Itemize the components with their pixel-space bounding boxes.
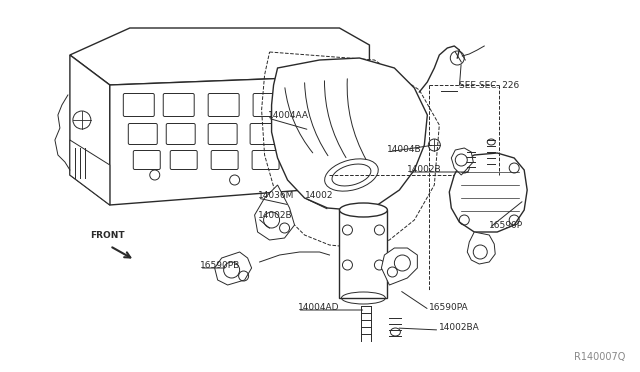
Ellipse shape [324,159,378,191]
FancyBboxPatch shape [250,124,279,144]
Text: 14002B: 14002B [257,211,292,220]
Polygon shape [110,75,369,205]
Polygon shape [451,148,473,175]
Polygon shape [449,153,527,232]
Polygon shape [255,185,294,240]
Text: SEE SEC. 226: SEE SEC. 226 [460,81,520,90]
FancyBboxPatch shape [211,151,238,170]
Text: 14004B: 14004B [387,145,422,154]
Text: 14004AA: 14004AA [268,111,308,120]
Text: 14036M: 14036M [257,191,294,200]
FancyBboxPatch shape [163,93,194,116]
Text: 14002: 14002 [305,191,333,200]
FancyBboxPatch shape [128,124,157,144]
FancyBboxPatch shape [166,124,195,144]
FancyBboxPatch shape [252,151,279,170]
Text: 16590P: 16590P [489,221,524,230]
Text: R140007Q: R140007Q [574,352,625,362]
Text: 14002B: 14002B [408,165,442,174]
Polygon shape [214,252,252,285]
Polygon shape [70,28,369,85]
Text: 16590PA: 16590PA [429,303,469,312]
Text: 14002BA: 14002BA [439,323,480,332]
Ellipse shape [339,203,387,217]
FancyBboxPatch shape [170,151,197,170]
Text: FRONT: FRONT [90,231,125,240]
Polygon shape [70,55,110,205]
Polygon shape [339,210,387,298]
FancyBboxPatch shape [133,151,160,170]
Text: 16590PB: 16590PB [200,261,240,270]
FancyBboxPatch shape [208,93,239,116]
Polygon shape [271,58,428,210]
Polygon shape [467,232,495,264]
FancyBboxPatch shape [124,93,154,116]
Text: 14004AD: 14004AD [298,303,339,312]
Polygon shape [381,248,417,285]
Polygon shape [70,140,110,205]
FancyBboxPatch shape [253,93,284,116]
FancyBboxPatch shape [208,124,237,144]
